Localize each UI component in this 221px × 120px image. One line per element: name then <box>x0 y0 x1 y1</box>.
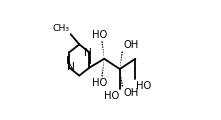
Text: N: N <box>67 62 75 72</box>
Text: N: N <box>84 48 92 58</box>
Text: HO: HO <box>136 81 151 91</box>
Text: HO: HO <box>92 30 107 40</box>
Text: OH: OH <box>124 40 139 50</box>
Text: HO: HO <box>92 78 107 88</box>
Text: OH: OH <box>124 88 139 98</box>
Text: CH₃: CH₃ <box>53 24 70 33</box>
Text: HO: HO <box>104 91 119 101</box>
